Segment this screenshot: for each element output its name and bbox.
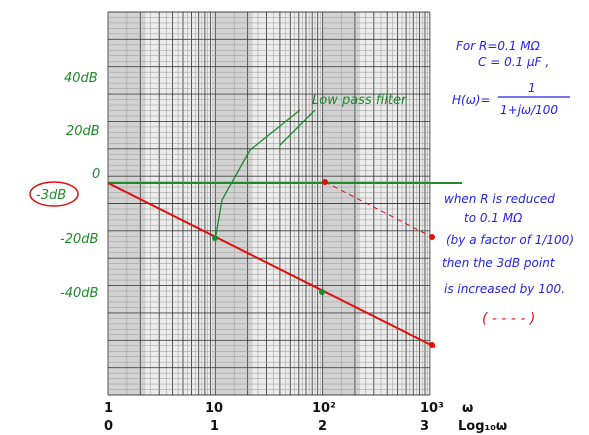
x-label: 10: [205, 401, 223, 416]
x-label: 1: [104, 401, 113, 416]
x-axis-label: Log₁₀ω: [458, 419, 507, 434]
annotation: C = 0.1 μF ,: [478, 55, 549, 69]
annotation: 1: [528, 81, 536, 95]
point: [429, 342, 435, 348]
slide: 40dB 20dB 0 -3dB -20dB -40dB 1 10 10² 10…: [0, 0, 589, 435]
annotation: (by a factor of 1/100): [446, 233, 574, 247]
x-label: 3: [420, 419, 429, 434]
annotation: For R=0.1 MΩ: [456, 39, 541, 53]
annotation: ( - - - - ): [482, 311, 535, 327]
point: [319, 289, 325, 295]
point: [429, 234, 435, 240]
x-axis-label: ω: [462, 401, 473, 416]
x-label: 0: [104, 419, 113, 434]
point: [212, 235, 218, 241]
annotation: Low pass filter: [312, 93, 408, 108]
x-label: 10³: [420, 401, 444, 416]
y-label: 40dB: [64, 71, 98, 86]
y-label: 20dB: [66, 124, 100, 139]
annotation: 1+jω/100: [500, 103, 558, 117]
x-label: 2: [318, 419, 327, 434]
y-label: 0: [92, 167, 100, 182]
annotation: to 0.1 MΩ: [464, 211, 523, 225]
x-label: 1: [210, 419, 219, 434]
x-label: 10²: [312, 401, 336, 416]
point: [322, 179, 328, 185]
annotation: H(ω)=: [452, 93, 491, 107]
y-label: -20dB: [60, 232, 98, 247]
y-label: -3dB: [36, 188, 66, 203]
annotation: is increased by 100.: [444, 282, 565, 296]
y-label: -40dB: [60, 286, 98, 301]
annotation: then the 3dB point: [442, 256, 556, 270]
graph-paper: [108, 12, 430, 395]
annotation: when R is reduced: [444, 192, 555, 206]
